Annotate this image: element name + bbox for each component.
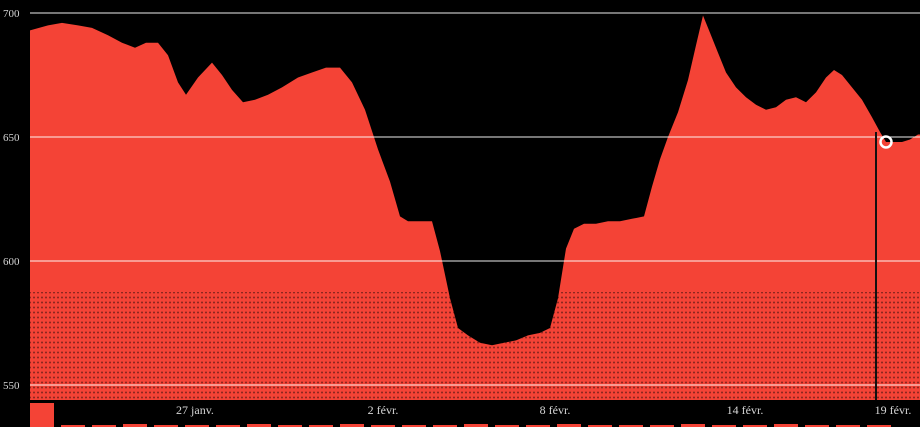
x-axis-label: 27 janv. <box>176 403 214 417</box>
bottom-bar <box>805 425 829 427</box>
bottom-bar <box>495 425 519 427</box>
x-axis-label: 2 févr. <box>368 403 399 417</box>
bottom-bar <box>340 424 364 427</box>
bottom-bar <box>712 425 736 427</box>
bottom-bar <box>557 424 581 427</box>
bottom-bar <box>588 425 612 427</box>
y-axis-label: 700 <box>3 8 20 20</box>
bottom-bar <box>123 424 147 427</box>
bottom-bar <box>681 424 705 427</box>
x-axis-label: 14 févr. <box>727 403 764 417</box>
bottom-bar <box>836 425 860 427</box>
x-axis-label: 19 févr. <box>875 403 912 417</box>
bottom-bar <box>309 425 333 427</box>
bottom-bar <box>61 425 85 427</box>
y-axis-label: 650 <box>3 132 20 144</box>
bottom-bar <box>526 425 550 427</box>
bottom-bar <box>216 425 240 427</box>
bottom-bar <box>743 425 767 427</box>
bottom-bar <box>402 425 426 427</box>
bottom-bar <box>774 424 798 427</box>
bottom-bar <box>154 425 178 427</box>
bottom-bar <box>278 425 302 427</box>
bottom-bar <box>371 425 395 427</box>
bottom-bar <box>247 424 271 427</box>
y-axis-label: 550 <box>3 380 20 392</box>
last-value-marker <box>879 135 893 149</box>
bottom-bar <box>185 425 209 427</box>
bottom-bar <box>433 425 457 427</box>
bottom-bar <box>619 425 643 427</box>
bottom-bar <box>867 425 891 427</box>
y-axis-label: 600 <box>3 256 20 268</box>
bottom-bar <box>30 403 54 427</box>
bottom-bar <box>92 425 116 427</box>
bottom-bar <box>464 424 488 427</box>
halftone-texture <box>30 292 920 400</box>
bottom-bar <box>650 425 674 427</box>
x-axis-label: 8 févr. <box>540 403 571 417</box>
